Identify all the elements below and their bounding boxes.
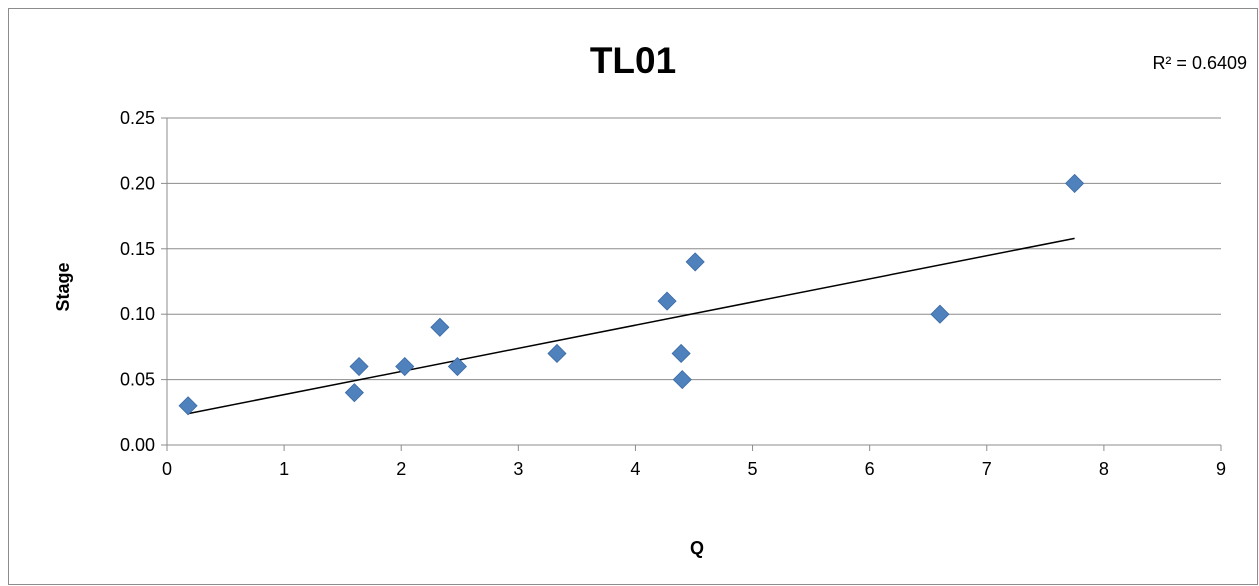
- trendline: [187, 237, 1075, 415]
- data-point: [395, 356, 415, 377]
- chart-title: TL01: [590, 40, 676, 81]
- gridlines: [167, 117, 1221, 381]
- r-squared-annotation: R² = 0.6409: [1152, 53, 1247, 73]
- data-point: [447, 356, 468, 377]
- data-point: [349, 356, 369, 377]
- y-tick-label: 0.15: [120, 239, 155, 259]
- data-point: [430, 317, 450, 337]
- data-point: [178, 396, 198, 416]
- y-tick-label: 0.00: [120, 435, 155, 455]
- linear-trendline: [187, 237, 1075, 415]
- x-tick-label: 4: [630, 459, 640, 479]
- x-tick-label: 9: [1216, 459, 1226, 479]
- y-tick-label: 0.10: [120, 304, 155, 324]
- data-point: [671, 343, 691, 364]
- chart-area: 0 1 2 3 4 5 6 7 8 9 0.00 0.05 0.10 0.15 0.20 0.25 TL01…: [8, 8, 1258, 585]
- x-tick-label: 7: [982, 459, 992, 479]
- x-tick-labels: 0 1 2 3 4 5 6 7 8 9: [162, 459, 1226, 479]
- data-points: [178, 173, 1085, 416]
- data-point: [685, 252, 705, 272]
- data-point: [1065, 173, 1085, 193]
- y-tick-label: 0.05: [120, 370, 155, 390]
- axes: [161, 117, 1222, 451]
- x-tick-label: 6: [865, 459, 875, 479]
- data-point: [344, 383, 364, 403]
- x-axis-title: Q: [690, 538, 704, 558]
- x-tick-label: 0: [162, 459, 172, 479]
- data-point: [547, 343, 567, 364]
- x-tick-label: 3: [513, 459, 523, 479]
- y-tick-labels: 0.00 0.05 0.10 0.15 0.20 0.25: [120, 108, 155, 455]
- y-tick-label: 0.20: [120, 173, 155, 193]
- y-axis-title: Stage: [53, 262, 73, 311]
- data-point: [657, 291, 677, 311]
- x-tick-label: 8: [1099, 459, 1109, 479]
- data-point: [672, 370, 692, 390]
- x-tick-label: 5: [748, 459, 758, 479]
- x-tick-label: 1: [279, 459, 289, 479]
- x-tick-label: 2: [396, 459, 406, 479]
- data-point: [930, 304, 950, 324]
- scatter-chart: 0 1 2 3 4 5 6 7 8 9 0.00 0.05 0.10 0.15 0.20 0.25 TL01…: [53, 40, 1247, 558]
- y-tick-label: 0.25: [120, 108, 155, 128]
